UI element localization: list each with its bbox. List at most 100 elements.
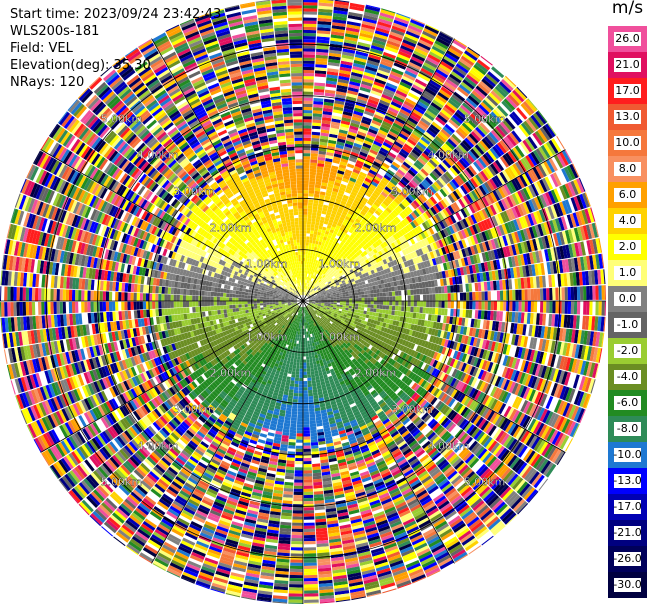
range-gate bbox=[398, 290, 402, 296]
range-gate bbox=[311, 141, 320, 145]
range-gate bbox=[527, 301, 531, 313]
range-gate bbox=[310, 227, 315, 231]
range-gate bbox=[354, 107, 365, 114]
range-gate bbox=[316, 166, 324, 171]
range-gate bbox=[527, 289, 531, 301]
range-gate bbox=[311, 275, 315, 279]
range-gate bbox=[400, 78, 413, 87]
range-gate bbox=[346, 298, 350, 301]
range-gate bbox=[435, 301, 439, 308]
range-gate bbox=[356, 285, 361, 290]
range-gate bbox=[385, 292, 390, 297]
range-gate bbox=[377, 105, 388, 113]
range-gate bbox=[315, 67, 327, 72]
range-gate bbox=[360, 310, 364, 314]
range-gate bbox=[331, 118, 341, 123]
range-gate bbox=[355, 301, 359, 304]
range-gate bbox=[518, 301, 522, 312]
range-gate bbox=[379, 63, 392, 71]
range-gate bbox=[307, 270, 310, 274]
range-gate bbox=[390, 70, 403, 79]
range-gate bbox=[546, 288, 550, 301]
range-gate bbox=[361, 119, 371, 126]
range-gate bbox=[487, 291, 491, 301]
range-gate bbox=[312, 110, 323, 114]
range-gate bbox=[308, 242, 312, 247]
range-gate bbox=[307, 258, 310, 262]
range-gate bbox=[315, 181, 322, 186]
range-gate bbox=[373, 36, 387, 43]
range-gate bbox=[385, 305, 390, 310]
range-gate bbox=[321, 182, 328, 187]
ray bbox=[303, 0, 334, 295]
range-gate bbox=[303, 150, 311, 154]
range-gate bbox=[316, 36, 330, 41]
range-gate bbox=[310, 261, 314, 266]
range-gate bbox=[359, 125, 369, 131]
range-gate bbox=[386, 40, 401, 48]
range-gate bbox=[309, 258, 312, 262]
range-gate bbox=[409, 22, 424, 31]
range-gate bbox=[345, 202, 352, 208]
range-gate bbox=[310, 150, 319, 154]
range-gate bbox=[331, 223, 337, 228]
range-gate bbox=[390, 28, 405, 36]
range-gate bbox=[316, 234, 321, 239]
range-gate bbox=[303, 264, 305, 268]
range-gate bbox=[368, 54, 382, 61]
range-gate bbox=[379, 288, 383, 293]
range-gate bbox=[303, 17, 317, 21]
range-gate bbox=[315, 237, 320, 242]
range-gate bbox=[312, 255, 315, 260]
range-gate bbox=[360, 29, 374, 36]
range-gate bbox=[305, 273, 308, 277]
range-gate bbox=[372, 39, 386, 46]
range-gate bbox=[303, 57, 315, 61]
range-gate bbox=[311, 137, 320, 142]
range-gate bbox=[326, 151, 334, 157]
range-gate bbox=[595, 285, 599, 300]
range-gate bbox=[303, 291, 305, 295]
range-gate bbox=[466, 292, 470, 301]
range-gate bbox=[345, 307, 349, 311]
range-gate bbox=[312, 119, 322, 124]
range-gate bbox=[459, 292, 464, 301]
range-gate bbox=[387, 37, 402, 45]
range-gate bbox=[316, 172, 323, 177]
range-gate bbox=[376, 308, 380, 313]
range-gate bbox=[375, 27, 390, 34]
range-gate bbox=[315, 57, 328, 62]
range-gate bbox=[314, 256, 318, 260]
range-gate bbox=[318, 5, 333, 10]
range-gate bbox=[370, 289, 374, 294]
range-gate bbox=[303, 227, 307, 231]
range-gate bbox=[360, 148, 369, 155]
range-gate bbox=[377, 69, 390, 77]
range-gate bbox=[304, 276, 306, 280]
range-gate bbox=[303, 168, 310, 172]
range-gate bbox=[561, 287, 565, 301]
range-gate bbox=[350, 74, 362, 81]
range-gate bbox=[459, 309, 463, 318]
range-gate bbox=[338, 206, 344, 211]
range-gate bbox=[359, 151, 368, 158]
range-gate bbox=[325, 192, 332, 197]
range-gate bbox=[598, 285, 602, 300]
range-gate bbox=[346, 137, 355, 143]
range-gate bbox=[310, 281, 313, 285]
range-gate bbox=[303, 159, 310, 163]
range-gate bbox=[342, 111, 353, 117]
range-gate bbox=[353, 110, 364, 117]
range-gate bbox=[376, 72, 389, 80]
range-gate bbox=[338, 189, 345, 195]
range-gate bbox=[469, 301, 473, 310]
range-gate bbox=[358, 174, 366, 180]
range-gate bbox=[366, 307, 371, 312]
range-gate bbox=[303, 230, 307, 234]
range-gate bbox=[330, 196, 336, 202]
range-gate bbox=[376, 297, 380, 301]
range-gate bbox=[348, 157, 357, 163]
range-gate bbox=[564, 287, 568, 300]
range-gate bbox=[324, 89, 336, 94]
range-gate bbox=[325, 247, 330, 252]
